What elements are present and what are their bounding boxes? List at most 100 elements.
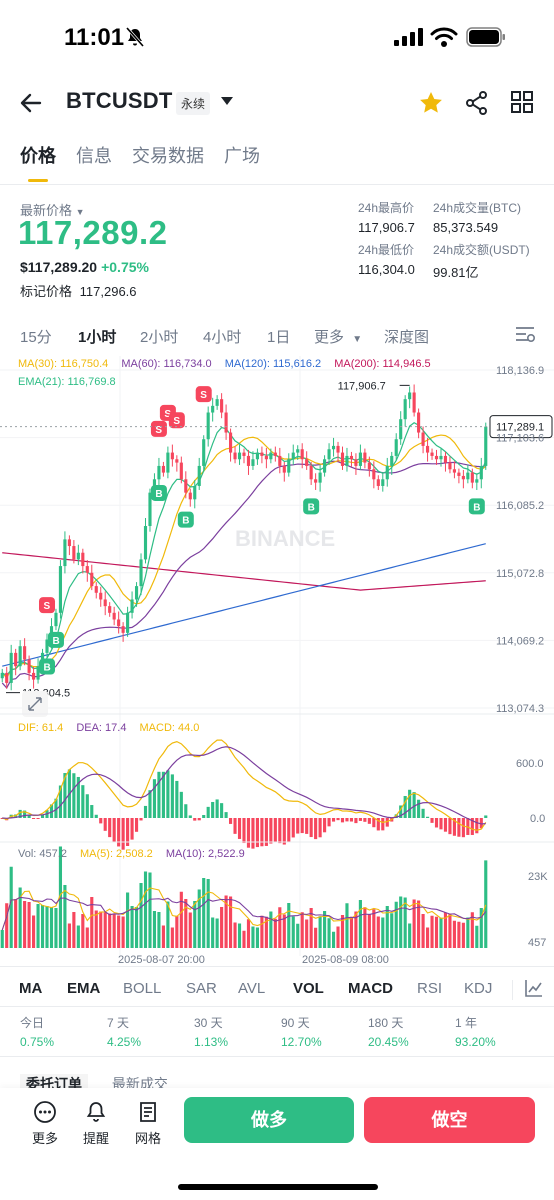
macd-histogram-bar — [233, 818, 237, 834]
candle-body — [166, 452, 170, 473]
volume-bar — [318, 916, 322, 948]
alert-button[interactable]: 提醒 — [76, 1100, 116, 1147]
ma30-line — [1, 434, 487, 679]
caret-down-icon[interactable] — [220, 96, 234, 106]
candle-body — [381, 479, 385, 486]
candle-body — [475, 479, 479, 483]
drawing-tool-icon[interactable] — [524, 978, 544, 998]
buy-marker — [150, 484, 167, 501]
more-button[interactable]: 更多 — [25, 1100, 65, 1147]
y-tick-label: 114,069.2 — [496, 635, 544, 647]
indicator-sar[interactable]: SAR — [186, 980, 217, 997]
indicator-vol[interactable]: VOL — [293, 980, 324, 997]
timeframe-4h[interactable]: 4小时 — [203, 329, 242, 346]
volume-bar — [439, 917, 443, 948]
tab-info[interactable]: 信息 — [76, 146, 112, 166]
perf-value: 12.70% — [281, 1035, 322, 1049]
indicator-rsi[interactable]: RSI — [417, 980, 443, 997]
stat-24h-high: 24h最高价 117,906.7 — [358, 199, 415, 235]
volume-bar — [452, 920, 456, 948]
indicator-avl[interactable]: AVL — [238, 980, 266, 997]
depth-chart-tab[interactable]: 深度图 — [384, 329, 430, 346]
indicator-ma[interactable]: MA — [19, 980, 43, 997]
perf-90d: 90 天 12.70% — [281, 1014, 322, 1049]
macd-histogram-bar — [206, 806, 210, 818]
grid-trading-button[interactable]: 网格 — [128, 1100, 168, 1147]
volume-bar — [175, 915, 179, 948]
mark-price-label: 标记价格 — [20, 284, 73, 299]
candle-body — [112, 612, 116, 620]
timeframe-2h[interactable]: 2小时 — [140, 329, 179, 346]
candle-body — [130, 599, 134, 613]
buy-marker-label: B — [155, 489, 162, 500]
short-button[interactable]: 做空 — [364, 1097, 535, 1143]
macd-histogram-bar — [349, 818, 354, 822]
sell-marker — [195, 386, 212, 403]
macd-histogram-bar — [282, 818, 286, 845]
tab-square[interactable]: 广场 — [224, 146, 260, 166]
long-button[interactable]: 做多 — [184, 1097, 354, 1143]
layout-grid-icon[interactable] — [510, 90, 534, 114]
candle-body — [363, 452, 367, 463]
timeframe-more[interactable]: 更多 ▼ — [314, 326, 362, 347]
candle-body — [76, 552, 80, 560]
macd-histogram-bar — [36, 818, 40, 819]
y-tick-label: 117,103.6 — [496, 433, 544, 445]
volume-bar — [148, 872, 152, 948]
candle-body — [376, 479, 380, 486]
timeframe-15m[interactable]: 15分 — [20, 329, 52, 346]
volume-bar — [323, 911, 327, 948]
favorite-star-icon[interactable] — [418, 90, 444, 116]
indicator-boll[interactable]: BOLL — [123, 980, 162, 997]
candle-body — [470, 472, 474, 483]
macd-histogram-bar — [161, 771, 165, 818]
caret-down-icon: ▼ — [75, 207, 85, 217]
chart-settings-icon[interactable] — [514, 324, 536, 344]
expand-icon-glyph — [28, 697, 42, 711]
contract-type-badge: 永续 — [176, 92, 211, 115]
candle-body — [367, 462, 371, 470]
indicator-macd[interactable]: MACD — [348, 980, 393, 997]
timeframe-1h[interactable]: 1小时 — [78, 329, 117, 346]
volume-bar — [327, 918, 331, 948]
tab-trading-data[interactable]: 交易数据 — [132, 146, 204, 166]
volume-bar — [461, 922, 465, 948]
back-arrow-icon[interactable] — [18, 90, 44, 116]
volume-bar — [273, 918, 277, 948]
candle-body — [430, 452, 434, 456]
candle-body — [385, 465, 389, 480]
volume-bar — [309, 908, 313, 948]
watermark: BINANCE — [235, 526, 335, 551]
tab-price[interactable]: 价格 — [20, 142, 56, 182]
volume-bar — [166, 901, 170, 948]
candle-body — [403, 399, 407, 420]
buy-marker-label: B — [308, 502, 315, 513]
symbol-title[interactable]: BTCUSDT — [66, 88, 173, 113]
candle-body — [188, 492, 192, 500]
last-price-label[interactable]: 最新价格 ▼ — [20, 200, 85, 219]
ma30-legend: MA(30): 116,750.4 — [18, 358, 109, 370]
candle-body — [246, 455, 251, 466]
indicator-kdj[interactable]: KDJ — [464, 980, 493, 997]
macd-histogram-bar — [58, 785, 63, 818]
more-label: 更多 — [31, 1131, 58, 1146]
candle-body — [479, 465, 483, 480]
volume-bar — [130, 906, 134, 948]
mark-price-value: 117,296.6 — [79, 284, 137, 299]
volume-bar — [121, 916, 125, 948]
share-icon[interactable] — [464, 90, 490, 116]
usd-price: $117,289.20 — [20, 259, 98, 275]
volume-bar — [197, 889, 201, 948]
candle-body — [157, 465, 161, 480]
candle-body — [452, 469, 456, 473]
timeframe-1d[interactable]: 1日 — [267, 329, 291, 346]
sell-marker — [150, 420, 167, 437]
indicator-ema[interactable]: EMA — [67, 980, 101, 997]
volume-bar — [421, 914, 425, 948]
macd-histogram-bar — [443, 818, 448, 832]
macd-histogram-bar — [139, 818, 143, 821]
x-axis-label: 2025-08-09 08:00 — [302, 954, 389, 966]
volume-bar — [202, 878, 206, 948]
candle-body — [390, 455, 394, 466]
